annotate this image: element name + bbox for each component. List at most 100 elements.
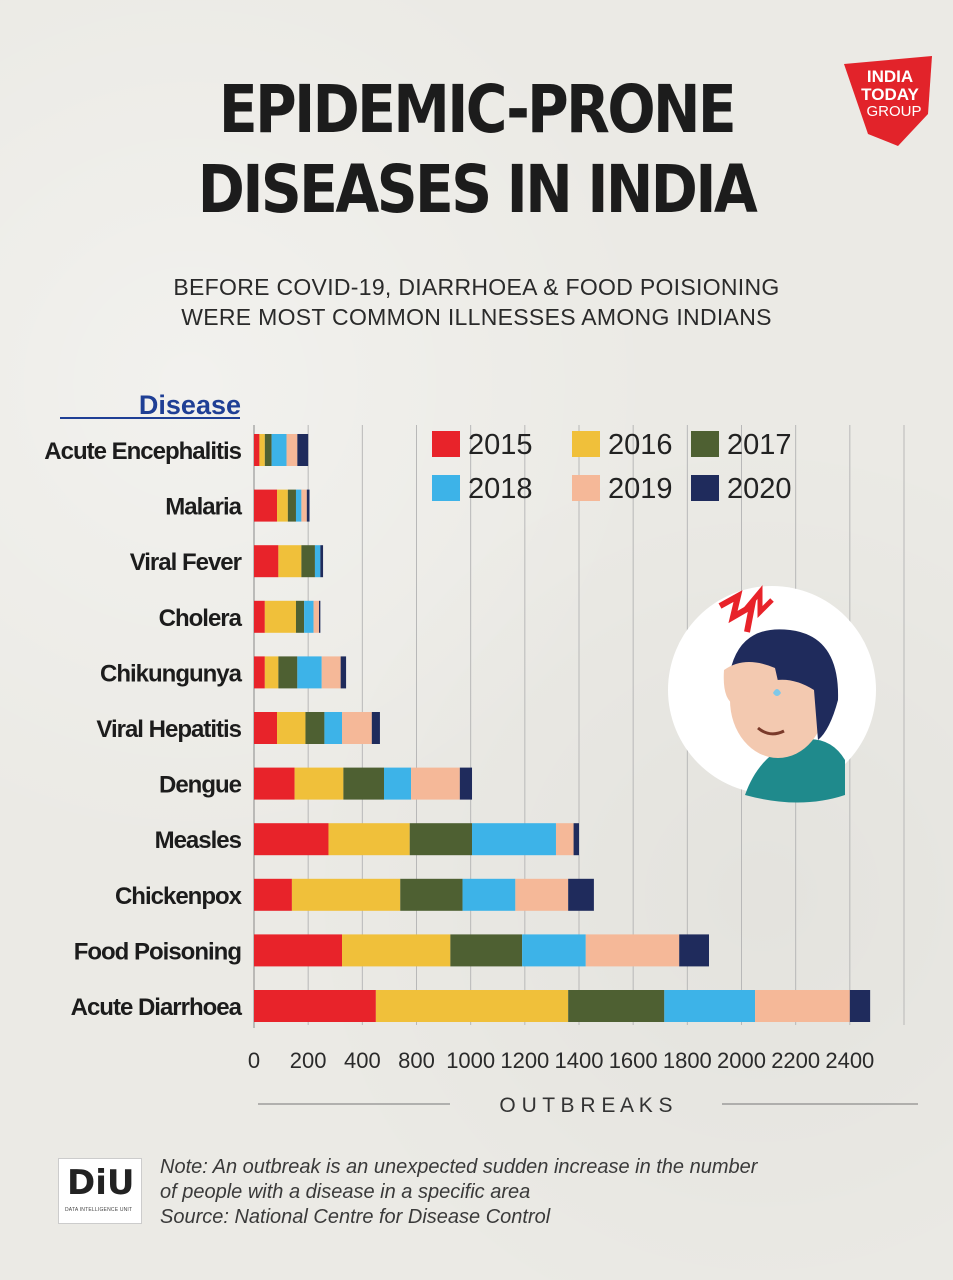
- category-labels: Acute Encephalitis Malaria Viral Fever Chol…: [44, 438, 243, 1021]
- logo-text-1: INDIA: [867, 67, 913, 86]
- page-subtitle: BEFORE COVID-19, DIARRHOEA & FOOD POISIO…: [0, 272, 953, 332]
- bar-segment-2017-chikungunya: [278, 656, 298, 689]
- legend-swatch-2019: [572, 475, 600, 501]
- logo-shape: [844, 56, 932, 146]
- x-tick-label: 1400: [555, 1048, 604, 1073]
- bar-segment-2020-viral-fever: [320, 545, 324, 578]
- x-tick-label: 2400: [825, 1048, 874, 1073]
- bar-segment-2019-food-poisoning: [585, 934, 680, 967]
- x-tick-label: 200: [290, 1048, 327, 1073]
- bar-segment-2018-acute-encephalitis: [271, 434, 287, 466]
- category-label: Food Poisoning: [74, 938, 242, 965]
- diu-logo-text: DiU: [67, 1163, 135, 1203]
- pain-zigzag-icon-small: [743, 585, 774, 619]
- bar-segment-2018-viral-hepatitis: [324, 712, 343, 744]
- logo-text-2: TODAY: [861, 85, 919, 104]
- bar-segment-2015-food-poisoning: [254, 934, 343, 967]
- legend-swatch-2018: [432, 475, 460, 501]
- bar-segment-2020-food-poisoning: [679, 934, 709, 967]
- diu-logo-subtext: DATA INTELLIGENCE UNIT: [65, 1207, 133, 1213]
- legend-swatch-2015: [432, 431, 460, 457]
- bar-segment-2020-cholera: [319, 600, 321, 633]
- bar-segment-2016-chikungunya: [264, 656, 279, 689]
- x-tick-label: 0: [248, 1048, 260, 1073]
- bar-segment-2019-viral-hepatitis: [342, 712, 372, 744]
- bar-segment-2020-malaria: [306, 489, 310, 522]
- bar-segment-2017-measles: [409, 823, 473, 856]
- bar-segment-2017-chickenpox: [400, 878, 463, 911]
- bar-segment-2016-malaria: [277, 489, 288, 522]
- headache-illustration: [668, 585, 876, 803]
- bar-segment-2018-cholera: [304, 600, 314, 633]
- bar-segment-2019-chickenpox: [515, 878, 569, 911]
- legend-label-2018: 2018: [468, 473, 533, 505]
- bar-segment-2016-viral-hepatitis: [277, 712, 306, 744]
- bar-segment-2020-dengue: [459, 767, 473, 800]
- bar-segment-2020-measles: [573, 823, 579, 856]
- bar-segment-2016-food-poisoning: [342, 934, 451, 967]
- bar-segment-2016-cholera: [264, 600, 296, 633]
- pain-zigzag-icon: [718, 590, 757, 633]
- bar-segment-2020-chikungunya: [340, 656, 347, 689]
- bar-segment-2015-malaria: [254, 489, 278, 522]
- note-line-1: Note: An outbreak is an unexpected sudde…: [160, 1156, 758, 1178]
- bar-segment-2019-cholera: [313, 600, 319, 633]
- bar-segment-2017-food-poisoning: [450, 934, 523, 967]
- bar-segment-2018-acute-diarrhoea: [664, 990, 756, 1022]
- bar-segment-2016-acute-encephalitis: [259, 434, 265, 466]
- bar-segment-2019-measles: [555, 823, 574, 856]
- x-tick-label: 1800: [663, 1048, 712, 1073]
- bar-segment-2015-dengue: [254, 767, 295, 800]
- sweat-drop-icon: [773, 689, 781, 696]
- grimace-mouth: [757, 726, 785, 736]
- bar-segment-2017-cholera: [295, 600, 305, 633]
- x-tick-labels: 0 200 400 800 1000 1200 1400 1600 1800 2000 2200 24…: [248, 1048, 874, 1073]
- source-line: Source: National Centre for Disease Cont…: [160, 1206, 551, 1228]
- chart-legend: 2015 2016 2017 2018 2019 2020: [432, 429, 792, 505]
- bar-segment-2015-viral-hepatitis: [254, 712, 278, 744]
- category-label: Acute Diarrhoea: [71, 994, 243, 1021]
- bar-segment-2015-viral-fever: [254, 545, 279, 578]
- bar-segment-2018-chickenpox: [462, 878, 516, 911]
- bar-segment-2017-dengue: [343, 767, 384, 800]
- bar-segment-2018-viral-fever: [314, 545, 321, 578]
- bar-segment-2019-dengue: [411, 767, 460, 800]
- bar-segment-2017-malaria: [287, 489, 296, 522]
- category-label: Chikungunya: [100, 660, 243, 687]
- diu-logo: DiU DATA INTELLIGENCE UNIT: [58, 1158, 142, 1224]
- legend-label-2020: 2020: [727, 473, 792, 505]
- bar-segment-2020-viral-hepatitis: [371, 712, 380, 744]
- x-axis-title: O U T B R E A K S: [499, 1094, 672, 1117]
- chart-bars: [254, 434, 871, 1022]
- bar-segment-2017-acute-diarrhoea: [568, 990, 665, 1022]
- title-line-1: EPIDEMIC-PRONE: [218, 71, 737, 148]
- bar-segment-2020-acute-encephalitis: [297, 434, 309, 466]
- bar-segment-2017-viral-hepatitis: [305, 712, 325, 744]
- category-label: Cholera: [159, 605, 243, 632]
- bar-segment-2015-acute-diarrhoea: [254, 990, 376, 1022]
- bar-segment-2015-chickenpox: [254, 878, 292, 911]
- bar-segment-2019-malaria: [301, 489, 307, 522]
- x-tick-label: 2200: [771, 1048, 820, 1073]
- hair-shape: [730, 629, 839, 740]
- page-title: EPIDEMIC-PRONE DISEASES IN INDIA: [67, 70, 887, 230]
- shirt-shape: [745, 739, 845, 803]
- x-tick-label: 1200: [500, 1048, 549, 1073]
- x-tick-label: 1000: [446, 1048, 495, 1073]
- legend-swatch-2017: [691, 431, 719, 457]
- bar-segment-2019-acute-diarrhoea: [755, 990, 850, 1022]
- bar-segment-2018-dengue: [384, 767, 412, 800]
- hand-on-forehead-shape: [723, 661, 780, 705]
- category-label: Acute Encephalitis: [44, 438, 241, 465]
- category-label: Viral Hepatitis: [96, 716, 241, 743]
- footer-note: Note: An outbreak is an unexpected sudde…: [160, 1155, 757, 1230]
- bar-segment-2015-cholera: [254, 600, 265, 633]
- category-label: Viral Fever: [130, 549, 242, 576]
- category-label: Malaria: [165, 494, 242, 521]
- bar-segment-2016-acute-diarrhoea: [375, 990, 569, 1022]
- bar-segment-2018-chikungunya: [297, 656, 322, 689]
- bar-segment-2019-chikungunya: [321, 656, 341, 689]
- legend-label-2016: 2016: [608, 429, 673, 461]
- bar-segment-2016-measles: [328, 823, 410, 856]
- bar-segment-2015-acute-encephalitis: [254, 434, 260, 466]
